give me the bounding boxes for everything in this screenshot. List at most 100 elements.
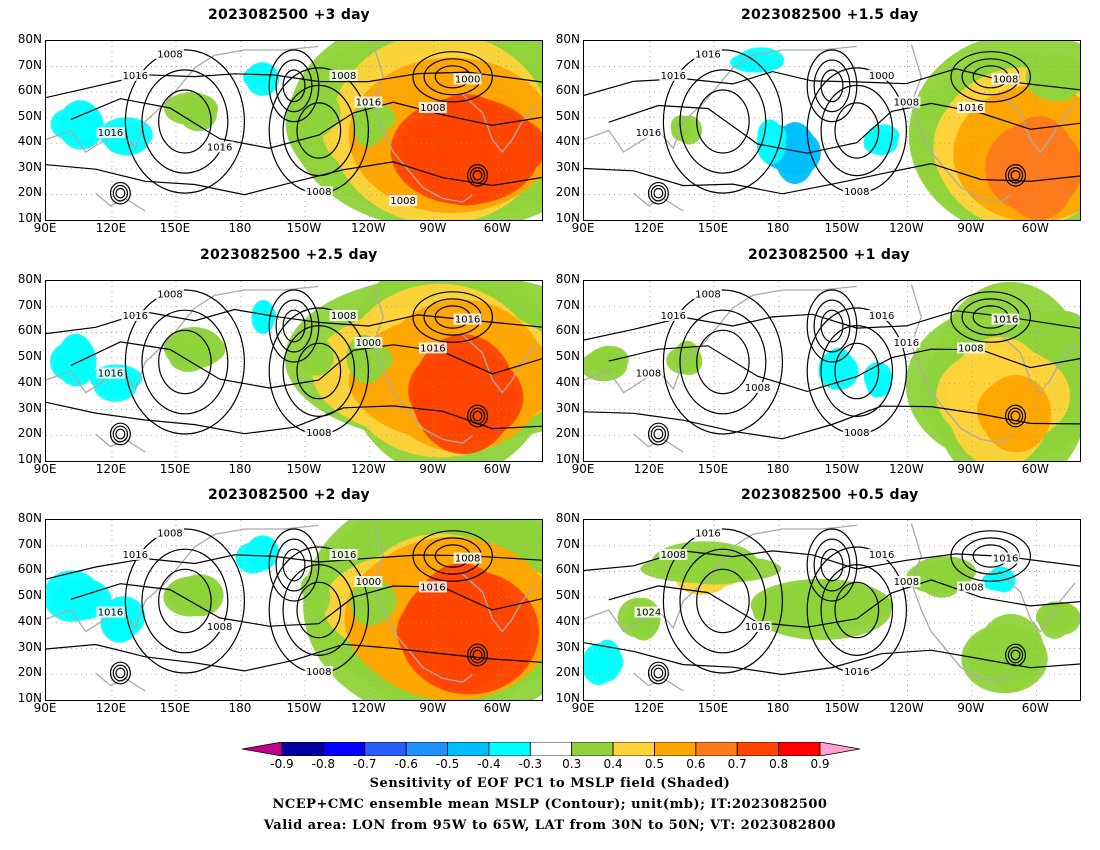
mslp-closed-contour	[820, 548, 844, 582]
contour-label: 1000	[356, 577, 381, 588]
lon-tick-label: 90W	[957, 462, 985, 476]
contour-label-background	[389, 195, 418, 207]
lon-tick-label: 60W	[483, 221, 511, 235]
mslp-closed-contour	[679, 309, 767, 415]
contour-label-background	[453, 552, 482, 564]
contour-label: 1016	[98, 128, 123, 139]
lon-tick-label: 150W	[286, 701, 322, 715]
lat-tick-label: 80N	[555, 272, 580, 286]
contour-label-background	[304, 186, 333, 198]
lon-tick-label: 90E	[33, 462, 57, 476]
map-plus-1-5-day: 1016 1016 1000 1008 1008 1016 1016 1008	[583, 40, 1081, 221]
lat-tick-label: 10N	[17, 211, 42, 225]
panel-title: 2023082500 +0.5 day	[741, 487, 919, 503]
contour-label-background	[743, 382, 772, 393]
contour-label: 1016	[420, 343, 445, 354]
contour-label: 1016	[356, 98, 381, 109]
asia-coastline	[584, 285, 857, 394]
contour-label: 1008	[306, 667, 331, 678]
lon-tick-label: 90W	[957, 221, 985, 235]
mslp-contour	[70, 98, 542, 149]
contour-label-background	[867, 69, 896, 81]
colorbar-tick-label: 0.9	[810, 757, 830, 771]
negative-sensitivity-shading	[864, 129, 886, 150]
mslp-closed-contour	[472, 410, 483, 422]
contour-label: 1008	[157, 528, 182, 539]
mslp-closed-contour	[1007, 646, 1024, 664]
lon-tick-label: 90W	[419, 221, 447, 235]
lon-tick-label: 150W	[286, 221, 322, 235]
map-plus-2-5-day: 1008 1016 1008 1000 1016 1016 1016 1008	[45, 280, 543, 462]
mslp-closed-contour	[296, 342, 342, 400]
mslp-closed-contour	[1010, 649, 1021, 661]
contour-label: 1016	[98, 369, 123, 380]
mslp-closed-contour	[1007, 407, 1024, 425]
lat-tick-label: 50N	[555, 349, 580, 364]
contour-label-background	[96, 367, 125, 379]
mslp-contour	[608, 579, 1080, 628]
contour-label: 1000	[356, 338, 381, 349]
contour-label-background	[892, 96, 921, 108]
lat-tick-label: 70N	[17, 297, 42, 312]
contour-label-background	[991, 313, 1020, 325]
lat-tick-label: 10N	[555, 211, 580, 225]
lat-tick-label: 20N	[555, 185, 580, 200]
contour-label: 1008	[958, 343, 983, 354]
contour-label: 1016	[636, 128, 661, 139]
caption-line-3: Valid area: LON from 95W to 65W, LAT fro…	[263, 818, 837, 833]
lon-tick-label: 90E	[33, 701, 57, 715]
mslp-closed-contour	[109, 181, 131, 205]
contour-label: 1016	[455, 315, 480, 326]
lon-tick-label: 150W	[286, 462, 322, 476]
lat-tick-label: 60N	[17, 562, 42, 577]
colorbar	[241, 741, 861, 757]
mslp-contour	[70, 341, 542, 389]
mslp-closed-contour	[472, 649, 483, 661]
positive-sensitivity-shading	[671, 121, 696, 142]
mslp-closed-contour	[296, 102, 342, 159]
contour-label-background	[453, 73, 482, 85]
contour-label: 1008	[331, 311, 356, 322]
mslp-closed-contour	[813, 538, 851, 592]
contour-label: 1016	[993, 315, 1018, 326]
mslp-contour	[46, 161, 542, 196]
colorbar-swatch	[571, 741, 614, 757]
mslp-closed-contour	[820, 309, 844, 343]
contour-label-background	[659, 310, 688, 321]
contour-label-background	[892, 337, 921, 348]
lon-tick-label: 120W	[351, 462, 386, 476]
asia-coastline	[584, 45, 857, 153]
contour-label-background	[956, 342, 985, 354]
contour-label: 1008	[420, 103, 445, 114]
lon-tick-label: 120W	[351, 701, 386, 715]
lon-tick-label: 150W	[824, 701, 860, 715]
lon-tick-label: 150W	[824, 462, 860, 476]
lat-tick-label: 80N	[17, 272, 42, 286]
colorbar-tick-label: -0.7	[353, 757, 377, 771]
lon-tick-label: 120E	[95, 221, 127, 235]
contour-label-background	[156, 288, 184, 300]
lon-tick-label: 60W	[1021, 462, 1049, 476]
lon-tick-label: 120W	[351, 221, 386, 235]
mslp-closed-contour	[1010, 410, 1021, 422]
mslp-closed-contour	[662, 289, 783, 435]
colorbar-tick-label: -0.4	[477, 757, 501, 771]
mslp-closed-contour	[115, 428, 126, 440]
lon-tick-label: 90E	[571, 462, 595, 476]
lat-tick-label: 60N	[555, 562, 580, 577]
colorbar-swatch	[529, 741, 573, 757]
colorbar-tick-label: 0.6	[686, 757, 706, 771]
mslp-closed-contour	[109, 661, 131, 685]
mslp-closed-contour	[647, 422, 669, 446]
lat-tick-label: 70N	[555, 297, 580, 312]
mslp-closed-contour	[282, 69, 306, 103]
lon-tick-label: 120W	[889, 462, 924, 476]
lat-tick-label: 30N	[555, 159, 580, 174]
contour-label-background	[842, 186, 871, 198]
mslp-closed-contour	[696, 89, 750, 154]
mslp-closed-contour	[268, 528, 320, 602]
lon-tick-label: 90E	[571, 221, 595, 235]
lat-tick-label: 40N	[555, 374, 580, 389]
contour-label-background	[659, 549, 688, 560]
lat-tick-label: 10N	[17, 452, 42, 466]
